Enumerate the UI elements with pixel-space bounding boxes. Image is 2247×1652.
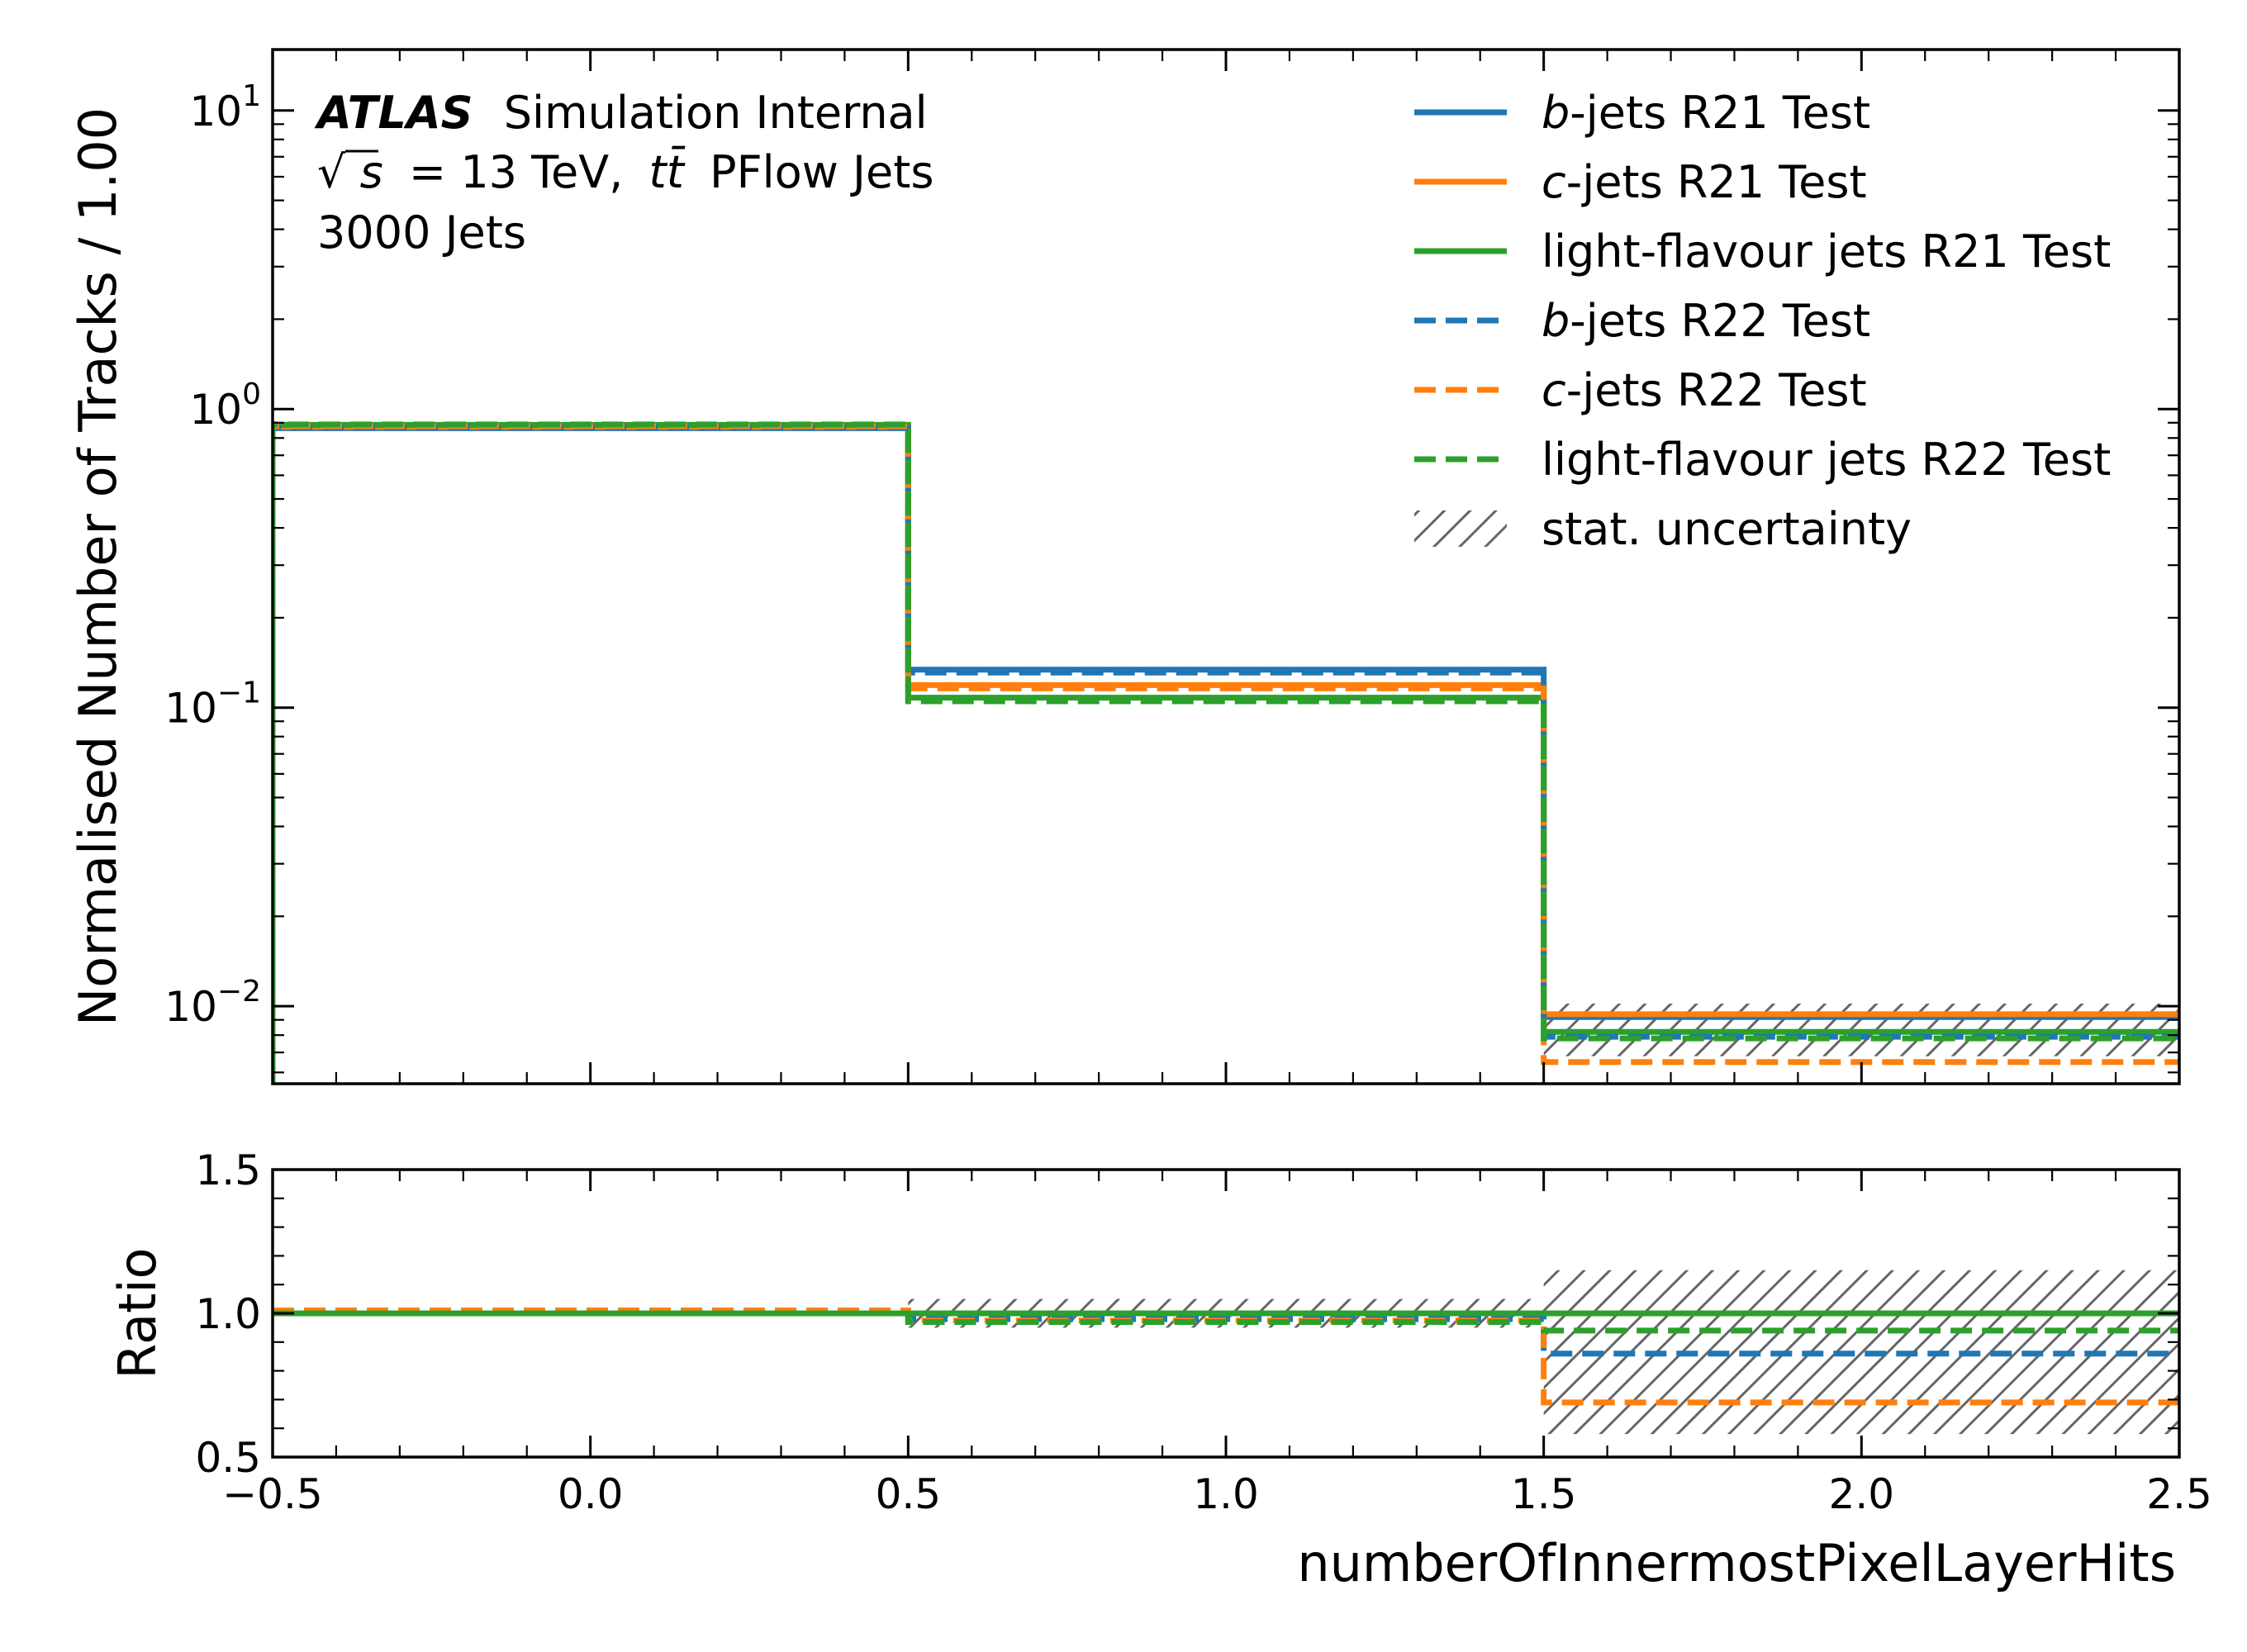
- ratio-y-tick-label: 1.5: [195, 1146, 261, 1194]
- legend-item: light-flavour jets R22 Test: [1414, 434, 2111, 486]
- legend-item: b-jets R21 Test: [1414, 87, 1870, 139]
- atlas-label: ATLAS: [314, 87, 473, 139]
- x-tick-label: 0.0: [558, 1470, 624, 1518]
- main-ticks: [271, 50, 2181, 1084]
- main-y-tick-label: 10−1: [164, 676, 261, 733]
- atlas-annotation: ATLAS Simulation Internal √ s = 13 TeV, …: [314, 87, 934, 259]
- legend-swatch: [1414, 510, 1507, 547]
- energy-label: = 13 TeV,: [409, 146, 623, 198]
- ratio-uncertainty-bands: [273, 1270, 2179, 1435]
- jets-count-label: 3000 Jets: [317, 206, 526, 259]
- tick-exponent: 1: [242, 79, 261, 113]
- svg-text:ATLAS Simulation Interna: ATLAS Simulation Internal: [314, 87, 928, 139]
- legend-label-text: -jets R21 Test: [1570, 87, 1870, 139]
- tick-exponent: −1: [217, 676, 261, 710]
- legend-label-text: light-flavour jets R22 Test: [1542, 434, 2111, 486]
- tick-base: 10: [189, 88, 242, 135]
- x-tick-label: 2.0: [1829, 1470, 1895, 1518]
- x-tick-label: −0.5: [222, 1470, 322, 1518]
- legend-label: stat. uncertainty: [1542, 503, 1912, 555]
- legend-label: b-jets R21 Test: [1542, 87, 1870, 139]
- simulation-internal-label: Simulation Internal: [504, 87, 928, 139]
- legend-label-text: -jets R22 Test: [1570, 295, 1870, 347]
- svg-text:√ s = 13 TeV,: √ s = 13 TeV, tt̄ PFlow Jets: [317, 146, 934, 198]
- main-frame: [271, 48, 2181, 1085]
- x-axis-title: numberOfInnermostPixelLayerHits: [1297, 1533, 2176, 1593]
- ratio-uncertainty-band: [1543, 1270, 2179, 1435]
- x-tick-label: 1.0: [1193, 1470, 1259, 1518]
- sqrt-symbol: √: [317, 146, 346, 198]
- legend-label-italic: b: [1542, 295, 1570, 347]
- ratio-y-tick-label: 0.5: [195, 1434, 261, 1482]
- ratio-histograms: [273, 1308, 2179, 1406]
- main-y-axis-title: Normalised Number of Tracks / 1.00: [68, 107, 128, 1026]
- legend-label-text: -jets R22 Test: [1566, 364, 1867, 416]
- tick-base: 10: [164, 983, 217, 1031]
- legend-label: c-jets R22 Test: [1542, 364, 1867, 416]
- tick-exponent: 0: [242, 377, 261, 411]
- legend-label-italic: c: [1542, 156, 1566, 208]
- x-tick-label: 0.5: [876, 1470, 942, 1518]
- tick-base: 10: [164, 685, 217, 733]
- x-tick-labels: −0.5 0.0 0.5 1.0 1.5 2.0 2.5: [222, 1470, 2211, 1518]
- legend-item: light-flavour jets R21 Test: [1414, 225, 2111, 278]
- ttbar-label: tt̄: [649, 146, 686, 198]
- legend-label-text: -jets R21 Test: [1566, 156, 1867, 208]
- main-y-tick-label: 100: [189, 377, 261, 434]
- ratio-y-tick-labels: 0.5 1.0 1.5: [195, 1146, 261, 1482]
- legend-item: c-jets R21 Test: [1414, 156, 1867, 208]
- tick-base: 10: [189, 386, 242, 434]
- legend-label: light-flavour jets R21 Test: [1542, 225, 2111, 278]
- legend-item: b-jets R22 Test: [1414, 295, 1870, 347]
- legend-item: stat. uncertainty: [1414, 503, 1912, 555]
- x-tick-label: 1.5: [1511, 1470, 1577, 1518]
- legend-label: c-jets R21 Test: [1542, 156, 1867, 208]
- ratio-frame: [271, 1168, 2181, 1459]
- main-y-tick-label: 101: [189, 79, 261, 135]
- main-y-tick-label: 10−2: [164, 975, 261, 1031]
- legend-label-text: light-flavour jets R21 Test: [1542, 225, 2111, 278]
- pflow-label: PFlow Jets: [710, 146, 933, 198]
- ratio-y-axis-title: Ratio: [107, 1247, 168, 1379]
- ratio-series-5: [273, 1310, 2179, 1334]
- legend-label-italic: b: [1542, 87, 1570, 139]
- legend-label: light-flavour jets R22 Test: [1542, 434, 2111, 486]
- main-series-5: [273, 421, 2179, 1084]
- x-tick-label: 2.5: [2146, 1470, 2212, 1518]
- ratio-y-tick-label: 1.0: [195, 1290, 261, 1338]
- main-histograms: [273, 421, 2179, 1084]
- legend-label: b-jets R22 Test: [1542, 295, 1870, 347]
- tick-exponent: −2: [217, 975, 261, 1009]
- legend-item: c-jets R22 Test: [1414, 364, 1867, 416]
- legend-label-italic: c: [1542, 364, 1566, 416]
- sqrt-s: s: [360, 146, 383, 198]
